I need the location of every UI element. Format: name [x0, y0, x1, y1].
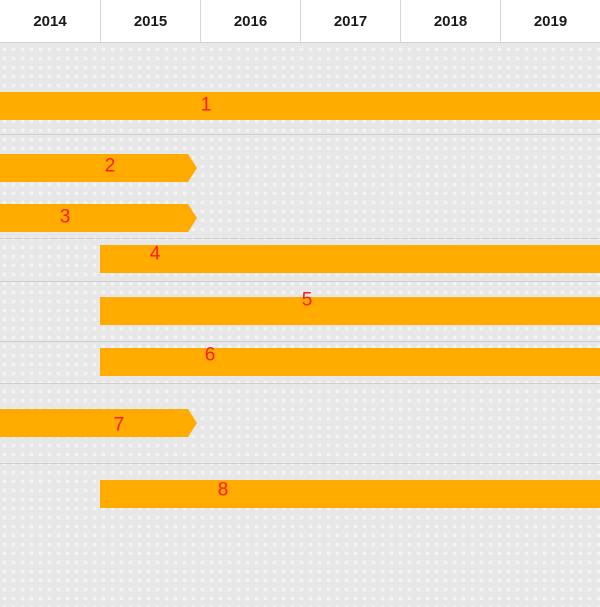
timeline-bar-7 — [0, 409, 197, 437]
bar-label-3: 3 — [59, 206, 71, 228]
year-tick-2015: 2015 — [100, 0, 200, 42]
row-divider — [0, 341, 600, 342]
row-divider — [0, 238, 600, 239]
year-tick-2017: 2017 — [300, 0, 400, 42]
bar-label-2: 2 — [104, 155, 116, 177]
year-tick-2016: 2016 — [200, 0, 300, 42]
bar-label-7: 7 — [113, 414, 125, 436]
bar-label-8: 8 — [217, 479, 229, 501]
timeline-bar-8 — [100, 480, 600, 508]
timeline-bar-6 — [100, 348, 600, 376]
timeline-bar-3 — [0, 204, 197, 232]
year-axis-header: 2014 2015 2016 2017 2018 2019 — [0, 0, 600, 43]
year-tick-2018: 2018 — [400, 0, 500, 42]
row-divider — [0, 281, 600, 282]
timeline-bar-1 — [0, 92, 600, 120]
year-tick-2019: 2019 — [500, 0, 600, 42]
timeline-bar-4 — [100, 245, 600, 273]
bar-label-5: 5 — [301, 289, 313, 311]
bar-label-4: 4 — [149, 243, 161, 265]
row-divider — [0, 383, 600, 384]
row-divider — [0, 134, 600, 135]
year-tick-2014: 2014 — [33, 12, 67, 30]
bar-label-1: 1 — [200, 94, 212, 116]
row-divider — [0, 463, 600, 464]
timeline-bar-2 — [0, 154, 197, 182]
timeline-bar-5 — [100, 297, 600, 325]
bar-label-6: 6 — [204, 344, 216, 366]
